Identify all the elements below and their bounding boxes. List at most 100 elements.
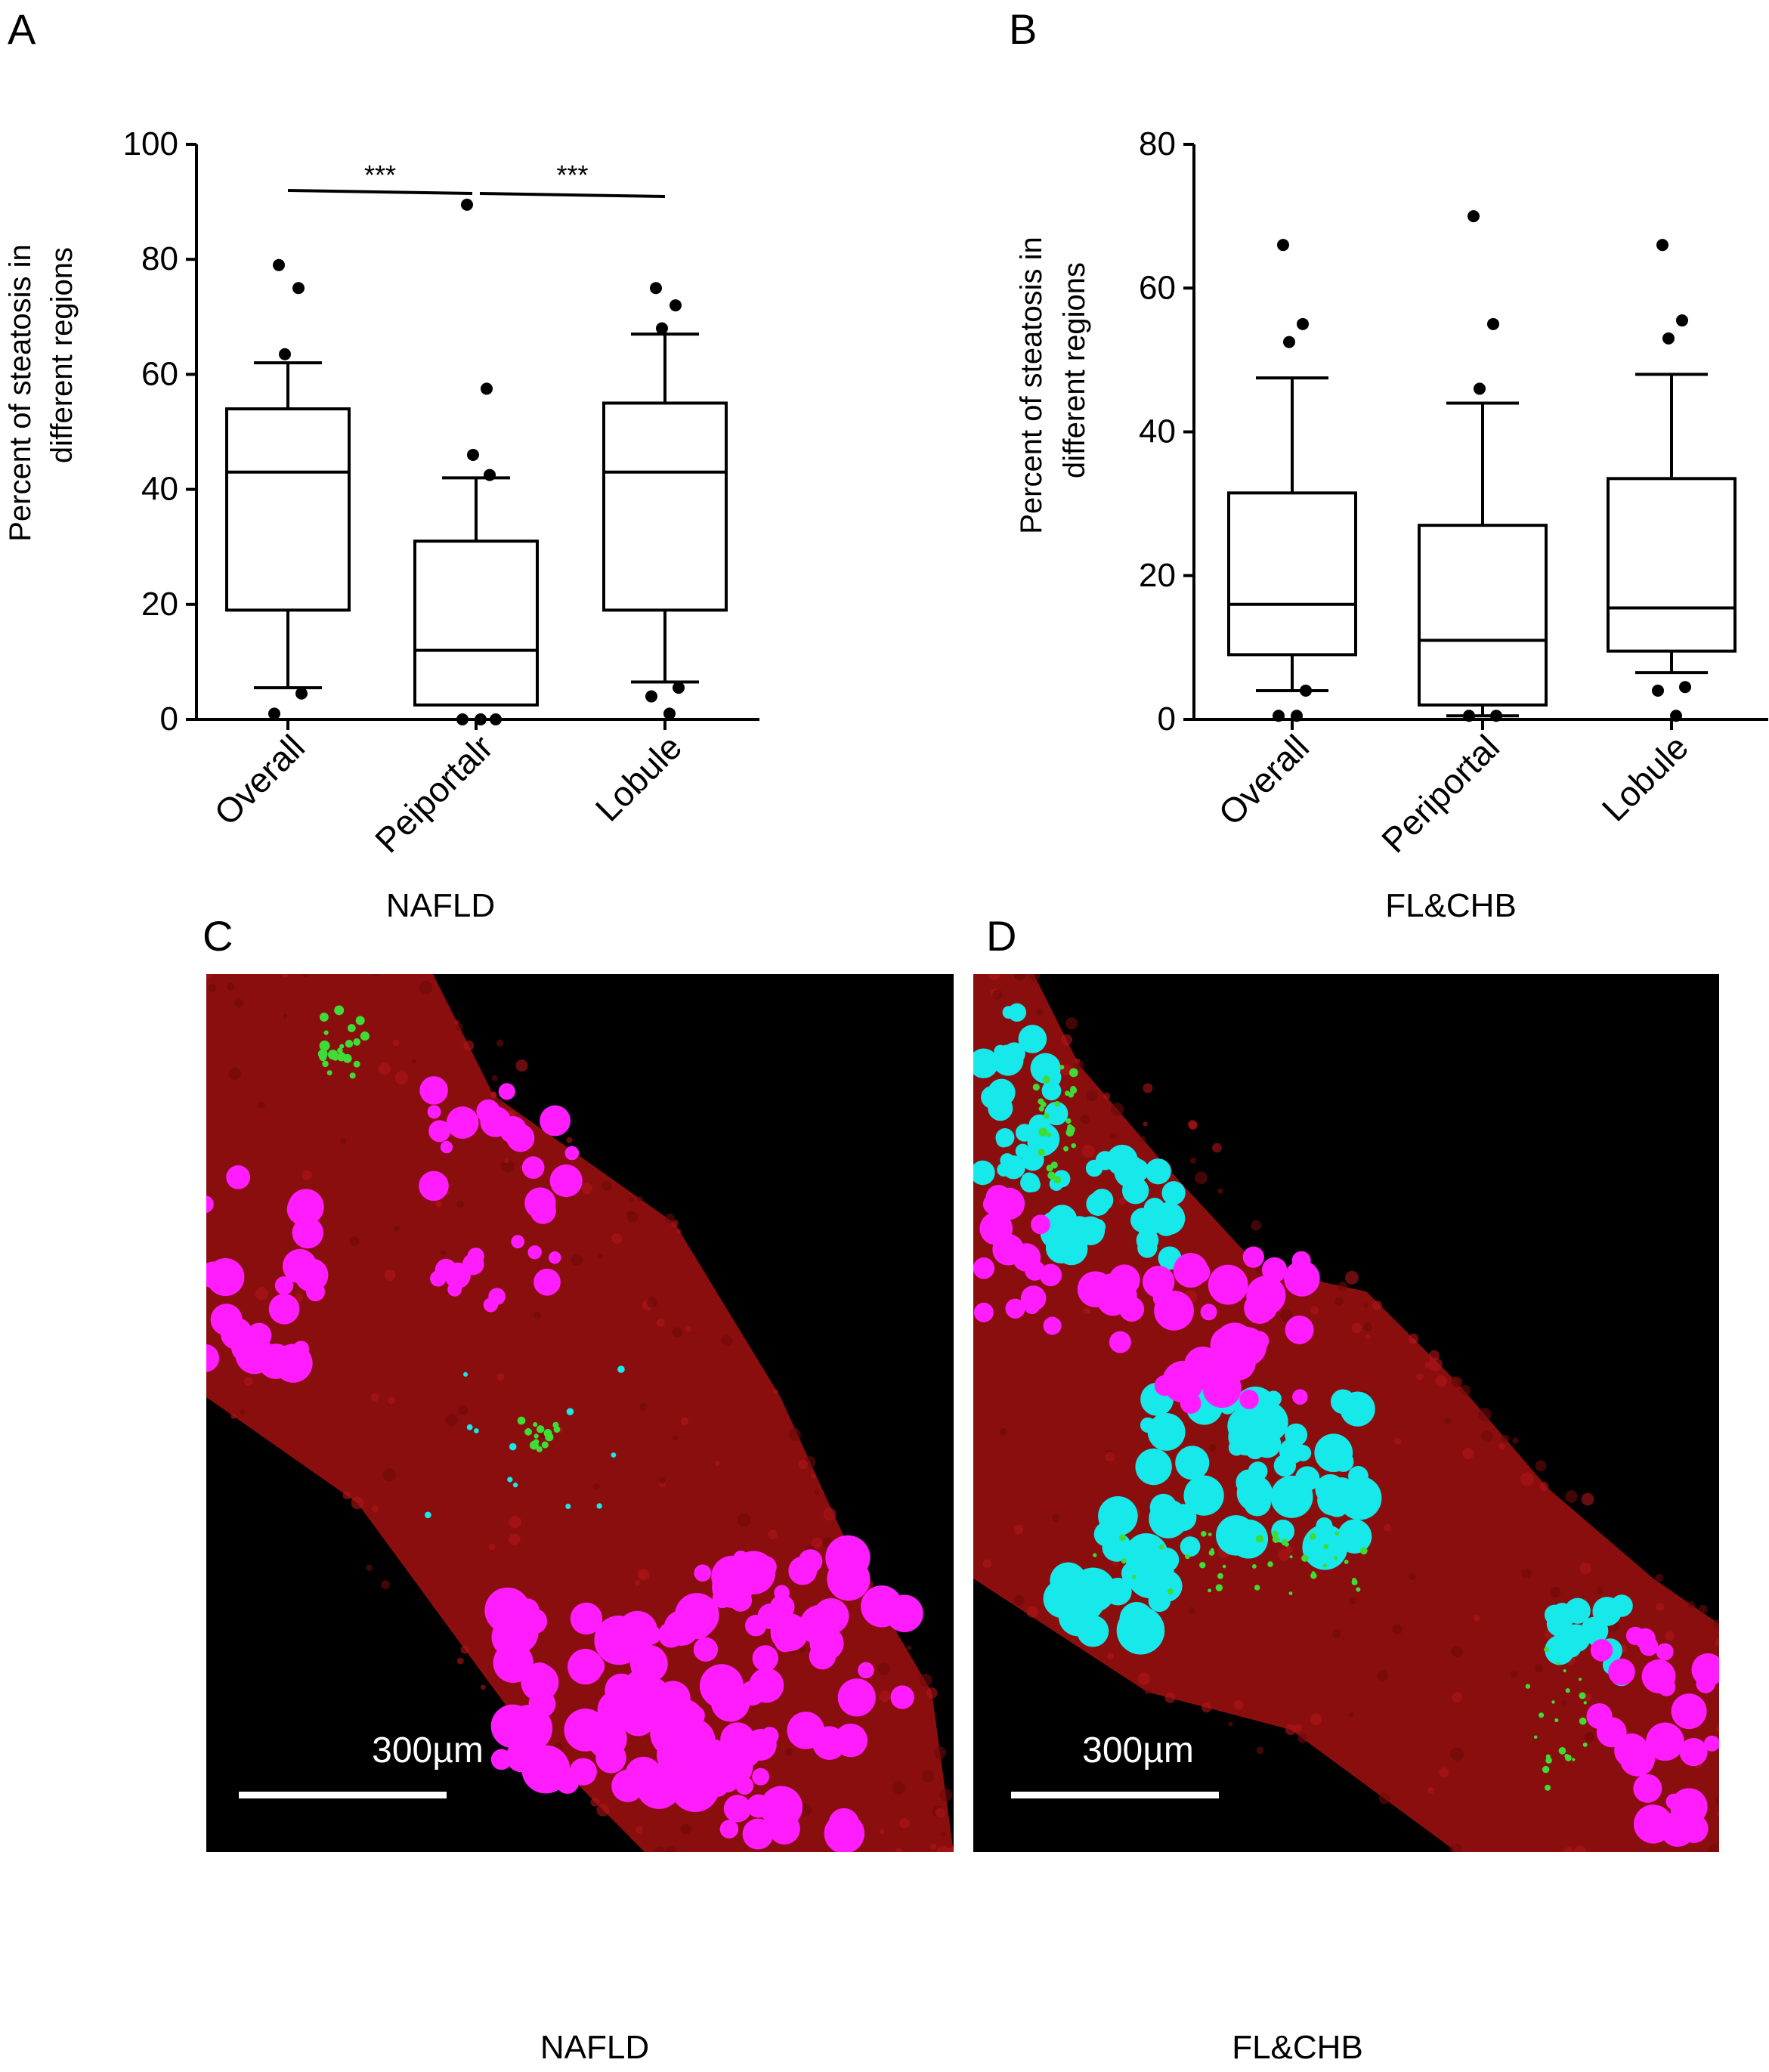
tissue-speckle [634, 1579, 640, 1585]
cyan-droplet [1089, 1218, 1106, 1235]
tissue-speckle [244, 1377, 253, 1386]
collagen-fiber [1046, 1164, 1053, 1172]
cyan-droplet [1018, 1025, 1047, 1053]
lipid-droplet [992, 1187, 1025, 1220]
tissue-speckle [458, 1405, 469, 1415]
tissue-speckle [1107, 1653, 1115, 1660]
collagen-fiber [1215, 1584, 1223, 1591]
collagen-fiber [1558, 1747, 1566, 1755]
tissue-speckle [1473, 1614, 1480, 1622]
lipid-droplet [1646, 1722, 1684, 1761]
lipid-droplet [1005, 1298, 1025, 1319]
tissue-speckle [1081, 1144, 1095, 1158]
tissue-speckle [1550, 1586, 1561, 1598]
y-tick-label: 60 [141, 355, 178, 392]
cyan-droplet [466, 1424, 473, 1430]
tissue-speckle [382, 1468, 396, 1482]
tissue-speckle [1338, 1281, 1348, 1291]
tissue-speckle [768, 1529, 778, 1540]
tissue-speckle [1715, 1725, 1719, 1733]
cyan-droplet [1180, 1536, 1201, 1557]
tissue-speckle [206, 974, 212, 980]
lipid-droplet [1590, 1639, 1613, 1662]
collagen-fiber [326, 1070, 332, 1076]
lipid-droplet [490, 1704, 535, 1749]
lipid-droplet [271, 1297, 291, 1316]
x-axis-label: NAFLD [386, 887, 495, 924]
lipid-droplet [1020, 1285, 1047, 1311]
tissue-speckle [1110, 1132, 1117, 1139]
tissue-speckle [637, 1568, 650, 1581]
lipid-droplet [292, 1217, 324, 1249]
outlier-point [273, 258, 285, 271]
tissue-speckle [496, 1039, 504, 1047]
collagen-fiber [1578, 1678, 1582, 1681]
collagen-fiber [1201, 1531, 1207, 1537]
collagen-fiber [323, 1030, 329, 1035]
lipid-droplet [1691, 1653, 1719, 1687]
collagen-fiber [533, 1433, 539, 1439]
lipid-droplet [419, 1076, 448, 1105]
outlier-point [268, 707, 280, 720]
tissue-speckle [1462, 1447, 1474, 1459]
tissue-speckle [460, 1645, 469, 1654]
lipid-droplet [1285, 1315, 1314, 1344]
tissue-speckle [456, 1657, 464, 1665]
tissue-speckle [1584, 1731, 1595, 1743]
y-tick-label: 20 [1139, 557, 1176, 594]
tissue-speckle [351, 1496, 364, 1510]
tissue-speckle [1715, 1637, 1719, 1647]
lipid-droplet [1634, 1804, 1673, 1844]
outlier-point [1656, 239, 1668, 252]
tissue-layer [206, 974, 954, 1852]
collagen-fiber [1334, 1531, 1340, 1536]
tissue-speckle [1143, 1083, 1153, 1093]
lipid-droplet [286, 1192, 320, 1226]
scale-bar [239, 1792, 447, 1798]
tissue-speckle [1013, 1525, 1024, 1535]
tissue-speckle [388, 1396, 396, 1405]
tissue-speckle [1520, 1472, 1534, 1486]
tissue-speckle [935, 1808, 945, 1818]
lipid-droplet [642, 1774, 676, 1808]
collagen-fiber [1579, 1717, 1587, 1725]
lipid-droplet [1641, 1659, 1676, 1693]
tissue-speckle [412, 1059, 417, 1064]
collagen-fiber [1038, 1149, 1045, 1156]
collagen-fiber [1289, 1555, 1293, 1559]
collagen-fiber [1539, 1712, 1545, 1718]
tissue-speckle [1036, 1008, 1044, 1016]
cyan-droplet [1085, 1159, 1103, 1177]
collagen-fiber [1047, 1171, 1056, 1180]
cyan-droplet [1348, 1465, 1369, 1486]
tissue-speckle [637, 1195, 643, 1201]
cyan-droplet [1325, 1477, 1357, 1508]
y-axis-label-line1: Percent of steatosis in [1015, 237, 1048, 534]
cyan-droplet [512, 1482, 518, 1488]
lipid-droplet [570, 1602, 603, 1635]
tissue-speckle [784, 1747, 793, 1756]
outlier-point [1487, 317, 1499, 330]
tissue-speckle [1363, 1303, 1369, 1308]
tissue-speckle [515, 1059, 528, 1072]
tissue-speckle [1581, 1492, 1594, 1506]
collagen-fiber [1208, 1549, 1215, 1556]
cyan-droplet [507, 1477, 513, 1483]
lipid-droplet [754, 1556, 777, 1579]
lipid-droplet [446, 1106, 479, 1140]
tissue-speckle [1459, 1384, 1471, 1396]
tissue-speckle [982, 1559, 991, 1568]
tissue-speckle [628, 1197, 634, 1203]
cyan-droplet [1030, 1053, 1061, 1084]
cyan-droplet [1161, 1181, 1186, 1205]
cyan-droplet [474, 1428, 479, 1433]
tissue-speckle [1332, 1629, 1341, 1638]
lipid-droplet [827, 1557, 871, 1601]
lipid-droplet [1043, 1316, 1062, 1335]
collagen-fiber [1556, 1662, 1560, 1665]
x-tick-label: Lobule [1594, 727, 1696, 828]
tissue-speckle [1498, 1443, 1505, 1450]
tissue-speckle [384, 1269, 396, 1281]
tissue-speckle [788, 1428, 802, 1441]
tissue-speckle [672, 1327, 682, 1338]
